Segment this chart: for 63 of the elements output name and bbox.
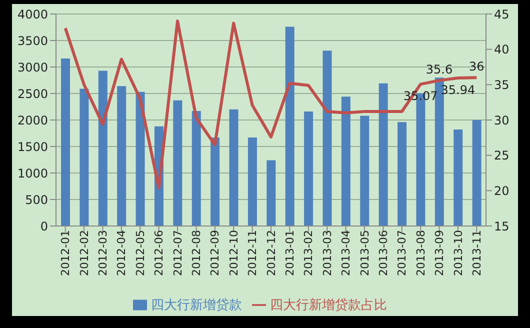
y-tick-label: 2000: [17, 113, 48, 128]
x-tick-label: 2012-03: [96, 230, 110, 276]
data-label: 35.6: [426, 62, 453, 76]
y-tick-label: 3000: [17, 60, 48, 74]
y-tick-label: 2500: [17, 86, 48, 101]
x-tick-label: 2013-01: [284, 230, 297, 276]
y2-tick-label: 45: [494, 7, 510, 22]
bar: [98, 70, 108, 226]
bar: [360, 116, 370, 226]
x-tick-label: 2012-05: [134, 230, 147, 276]
x-tick-label: 2012-12: [264, 230, 278, 276]
x-tick-label: 2012-07: [171, 230, 184, 276]
y2-tick-label: 40: [494, 42, 510, 57]
bar: [322, 50, 332, 226]
bar: [173, 100, 182, 226]
y-tick-label: 1500: [17, 140, 48, 154]
y-tick-label: 4000: [17, 7, 48, 22]
y2-tick-label: 20: [494, 184, 510, 198]
y-tick-label: 3500: [17, 34, 48, 48]
bar: [210, 137, 220, 226]
x-tick-label: 2012-11: [246, 230, 260, 276]
bar: [61, 58, 70, 226]
bar: [266, 160, 276, 226]
x-tick-label: 2012-04: [115, 230, 128, 276]
bar: [229, 109, 238, 226]
x-tick-label: 2013-10: [452, 230, 465, 276]
bar: [454, 130, 463, 226]
y2-tick-label: 30: [494, 113, 510, 128]
x-tick-label: 2013-03: [320, 230, 334, 276]
x-tick-label: 2013-11: [470, 230, 484, 276]
bar: [285, 26, 294, 226]
y2-tick-label: 15: [494, 219, 510, 234]
legend-label: 四大行新增贷款占比: [270, 298, 387, 313]
x-tick-label: 2013-04: [340, 230, 353, 276]
bar: [472, 120, 482, 226]
bar: [192, 110, 201, 226]
y2-tick-label: 35: [494, 78, 510, 92]
y-tick-label: 500: [25, 192, 48, 207]
bar: [341, 96, 350, 226]
y-tick-label: 0: [40, 219, 48, 234]
x-tick-label: 2012-01: [59, 230, 72, 276]
x-tick-label: 2013-08: [414, 230, 428, 276]
bar: [378, 83, 388, 226]
x-tick-label: 2013-02: [302, 230, 316, 276]
x-tick-label: 2013-07: [396, 230, 409, 276]
y-tick-label: 1000: [17, 166, 48, 180]
bar: [117, 86, 126, 226]
bar: [398, 122, 407, 226]
data-label: 36: [469, 60, 484, 74]
x-tick-label: 2012-09: [208, 230, 222, 276]
x-tick-label: 2013-09: [433, 230, 446, 276]
x-tick-label: 2012-06: [152, 230, 166, 276]
legend-label: 四大行新增贷款: [151, 298, 242, 313]
x-tick-label: 2013-06: [376, 230, 390, 276]
bar: [136, 92, 145, 226]
x-tick-label: 2012-10: [227, 230, 240, 276]
bar: [304, 112, 314, 226]
x-tick-label: 2012-02: [78, 230, 91, 276]
bar: [248, 137, 257, 226]
x-tick-label: 2012-08: [190, 230, 204, 276]
y2-tick-label: 25: [494, 148, 510, 163]
x-tick-label: 2013-05: [358, 230, 372, 276]
bar: [80, 88, 89, 226]
